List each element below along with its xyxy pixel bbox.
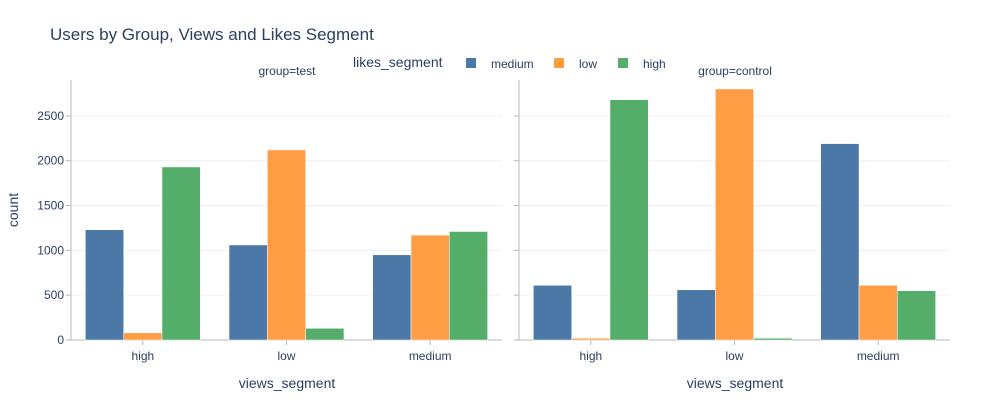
bar-test-medium-medium (372, 254, 412, 341)
x-tick-label-medium: medium (857, 349, 900, 363)
bar-control-medium-high (897, 290, 936, 341)
x-axis-title-control: views_segment (687, 375, 784, 391)
bar-test-high-medium (85, 229, 124, 341)
y-tick-label: 1500 (37, 199, 64, 213)
y-axis-title: count (5, 193, 21, 227)
bar-control-high-low (571, 337, 611, 341)
legend-swatch-high (618, 58, 628, 68)
bar-control-low-medium (676, 289, 716, 341)
x-tick-label-medium: medium (409, 349, 452, 363)
legend-swatch-low (554, 58, 564, 68)
x-tick-label-low: low (725, 349, 743, 363)
bar-test-medium-low (410, 234, 450, 341)
bar-control-high-medium (533, 285, 572, 341)
legend-swatch-medium (466, 58, 476, 68)
y-tick-label: 2000 (37, 154, 64, 168)
y-tick-label: 2500 (37, 109, 64, 123)
legend-title: likes_segment (353, 54, 443, 70)
bar-test-high-high (161, 166, 201, 341)
y-tick-label: 500 (44, 288, 64, 302)
y-tick-label: 0 (57, 333, 64, 347)
bar-test-medium-high (449, 231, 488, 341)
y-tick-label: 1000 (37, 243, 64, 257)
panel-subtitle-control: group=control (698, 64, 772, 78)
panel-1: high low medium (514, 80, 950, 363)
legend-label-medium: medium (491, 57, 534, 71)
bar-control-medium-low (858, 285, 898, 341)
legend-label-low: low (579, 57, 597, 71)
bar-test-low-medium (228, 244, 268, 341)
bar-control-low-high (753, 337, 793, 341)
bar-test-high-low (123, 332, 163, 341)
bar-control-low-low (715, 88, 754, 341)
bar-test-low-low (267, 149, 306, 341)
x-tick-label-high: high (131, 349, 154, 363)
x-tick-label-low: low (277, 349, 295, 363)
panel-0: 0 500 1000 1500 2000 2500 high low medium (37, 80, 502, 363)
panel-subtitle-test: group=test (258, 64, 316, 78)
legend: likes_segment medium low high (353, 54, 666, 71)
chart-title: Users by Group, Views and Likes Segment (50, 25, 374, 44)
x-tick-label-high: high (579, 349, 602, 363)
bar-control-high-high (609, 99, 649, 341)
legend-label-high: high (643, 57, 666, 71)
bar-test-low-high (305, 328, 345, 341)
x-axis-title-test: views_segment (239, 375, 336, 391)
bar-control-medium-medium (820, 143, 860, 341)
